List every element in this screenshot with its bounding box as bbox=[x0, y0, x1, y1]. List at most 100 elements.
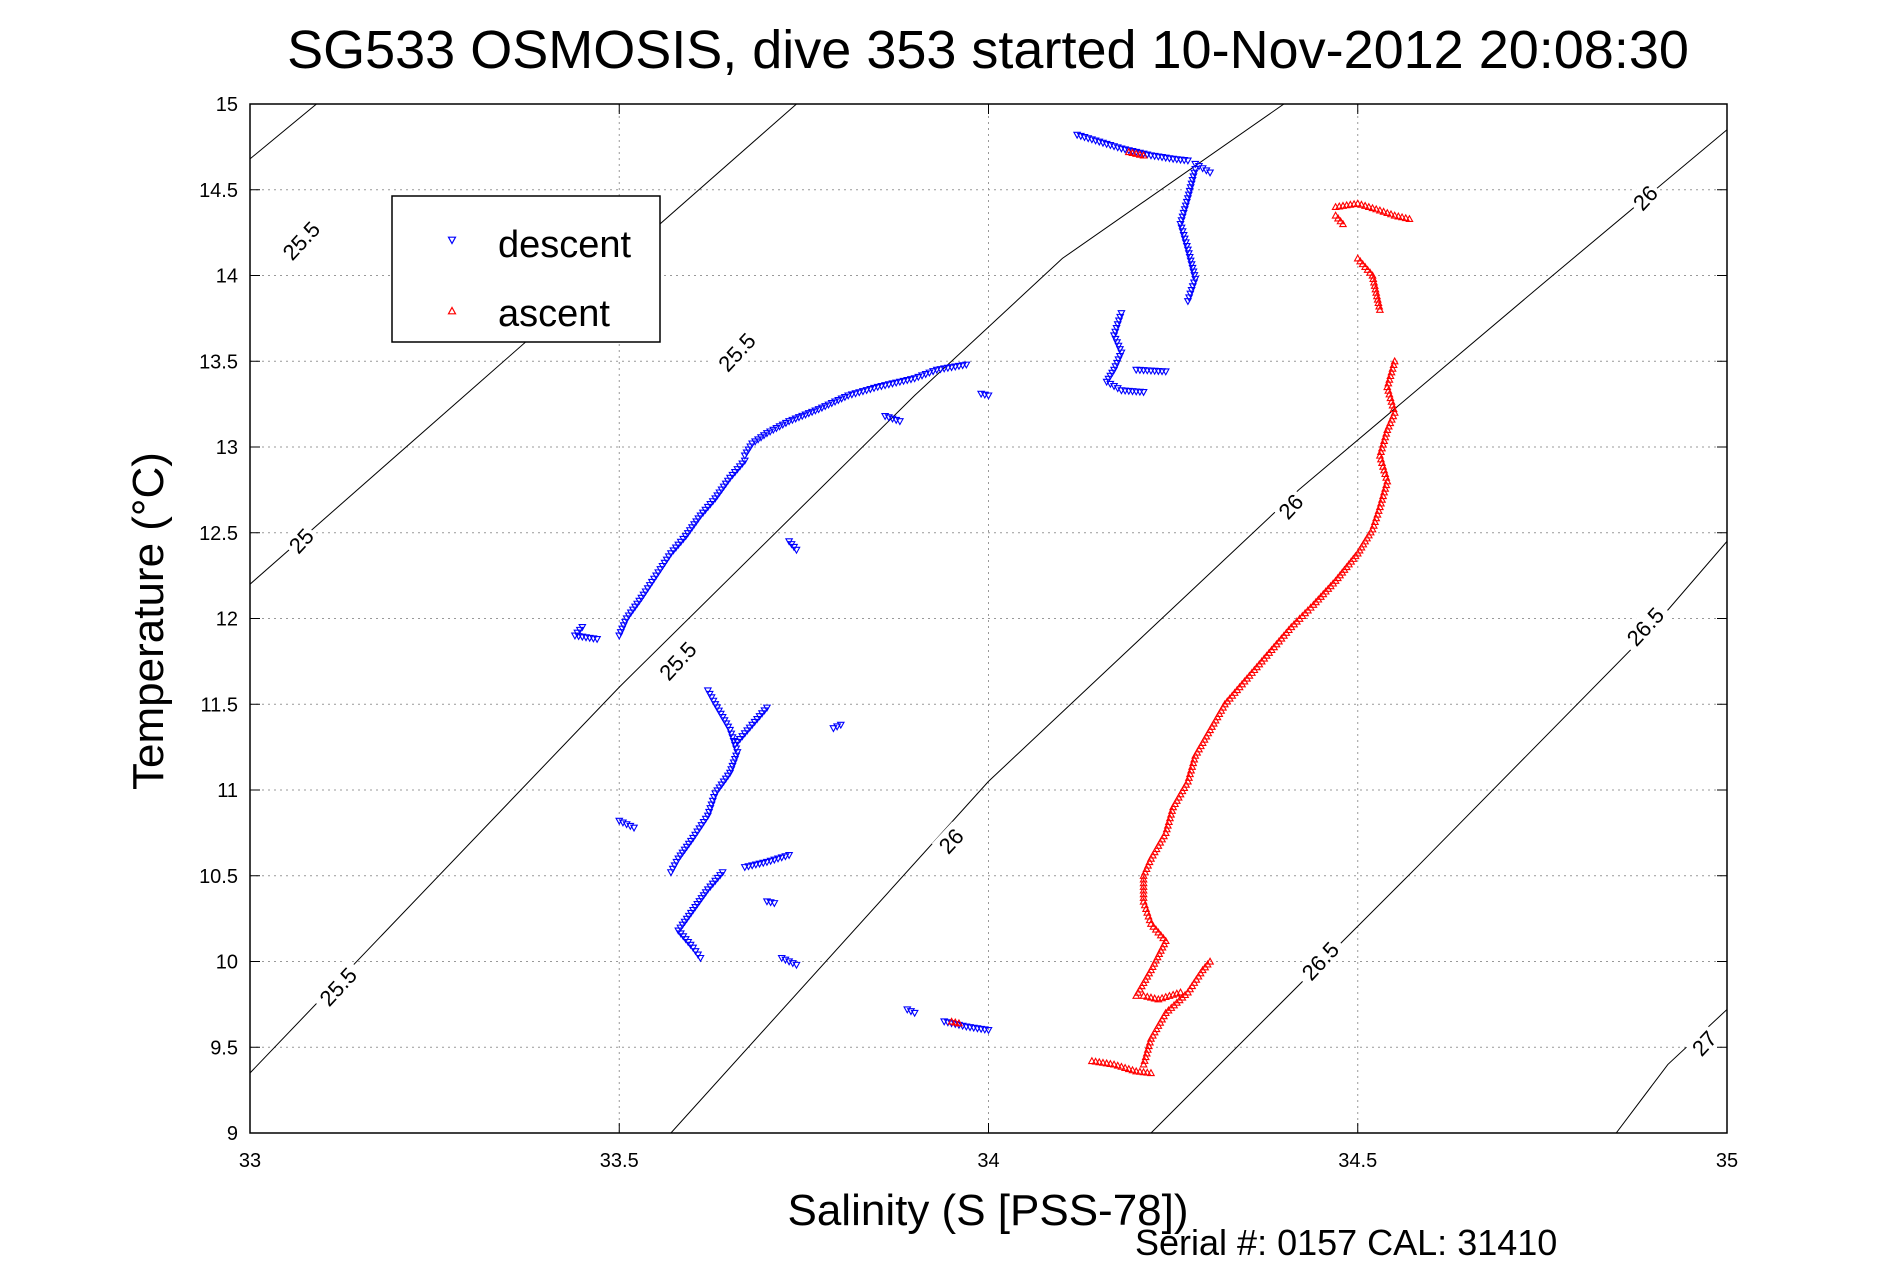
ascent-point bbox=[1386, 393, 1395, 402]
descent-point bbox=[788, 416, 797, 425]
ascent-point bbox=[1128, 148, 1137, 156]
descent-point bbox=[592, 635, 602, 644]
ascent-point bbox=[1135, 1067, 1145, 1075]
y-tick-label: 12.5 bbox=[199, 523, 238, 545]
ascent-point bbox=[1166, 810, 1176, 818]
ascent-point bbox=[1095, 1057, 1104, 1066]
ascent-point bbox=[1385, 375, 1394, 383]
ascent-point bbox=[1379, 207, 1388, 215]
ascent-point bbox=[1135, 150, 1145, 158]
descent-point bbox=[666, 869, 676, 877]
ascent-point bbox=[1139, 878, 1148, 887]
ascent-point bbox=[1369, 521, 1378, 529]
descent-point bbox=[1115, 352, 1125, 361]
descent-point bbox=[1102, 378, 1111, 387]
descent-point bbox=[732, 745, 741, 753]
ascent-point bbox=[1139, 1067, 1148, 1076]
ascent-point bbox=[951, 1018, 960, 1026]
ascent-point bbox=[1383, 208, 1392, 217]
contour-label-bg bbox=[709, 324, 764, 380]
legend-box bbox=[391, 195, 661, 343]
descent-point bbox=[1113, 385, 1122, 393]
descent-point bbox=[725, 726, 735, 735]
ascent-point bbox=[1382, 480, 1391, 489]
y-axis-label: Temperature (°C) bbox=[124, 452, 173, 790]
ascent-point bbox=[1370, 517, 1380, 525]
ascent-point bbox=[1386, 418, 1395, 427]
descent-point bbox=[756, 434, 766, 442]
ascent-point bbox=[1162, 824, 1171, 833]
series-ascent bbox=[947, 147, 1414, 1077]
ascent-point bbox=[1106, 1059, 1115, 1067]
descent-point bbox=[1178, 228, 1187, 236]
ascent-point bbox=[1387, 397, 1396, 405]
ascent-point bbox=[1124, 147, 1133, 156]
ascent-point bbox=[1143, 992, 1152, 1000]
ascent-point bbox=[1386, 371, 1395, 380]
ascent-point bbox=[1146, 919, 1156, 927]
y-tick-label: 13 bbox=[216, 437, 238, 459]
ascent-point bbox=[1186, 766, 1196, 774]
descent-point bbox=[824, 401, 833, 410]
descent-point bbox=[1180, 235, 1189, 244]
x-tick-label: 33 bbox=[239, 1150, 261, 1172]
descent-point bbox=[708, 797, 717, 806]
y-tick-label: 9.5 bbox=[210, 1037, 238, 1059]
descent-point bbox=[1198, 165, 1207, 173]
descent-point bbox=[709, 794, 719, 802]
ascent-point bbox=[1120, 1063, 1130, 1071]
descent-point bbox=[740, 864, 749, 872]
descent-point bbox=[781, 419, 791, 428]
ascent-point bbox=[1141, 904, 1151, 913]
ascent-point bbox=[1390, 211, 1399, 219]
descent-point bbox=[792, 961, 801, 970]
descent-point bbox=[1190, 272, 1199, 280]
ascent-point bbox=[1381, 469, 1390, 478]
descent-point bbox=[1117, 310, 1126, 318]
descent-point bbox=[1183, 246, 1193, 255]
ascent-point bbox=[1167, 806, 1177, 814]
ascent-point bbox=[1183, 777, 1193, 785]
descent-point bbox=[615, 632, 624, 640]
descent-point bbox=[801, 411, 810, 419]
descent-point bbox=[1183, 298, 1193, 306]
descent-point bbox=[696, 954, 705, 963]
ascent-point bbox=[1390, 408, 1399, 416]
y-tick-label: 12 bbox=[216, 609, 238, 631]
descent-point bbox=[811, 407, 820, 415]
descent-point bbox=[1186, 257, 1195, 266]
ascent-point bbox=[1382, 429, 1391, 437]
descent-point bbox=[728, 734, 737, 742]
ascent-point bbox=[1187, 762, 1197, 770]
x-tick-label: 33.5 bbox=[600, 1150, 639, 1172]
contour-label-bg bbox=[931, 821, 970, 860]
x-axis-label: Salinity (S [PSS-78]) bbox=[787, 1186, 1188, 1235]
ascent-point bbox=[1189, 758, 1198, 767]
descent-point bbox=[707, 801, 716, 809]
descent-point bbox=[629, 824, 639, 833]
contour-label-bg bbox=[650, 632, 705, 689]
descent-point bbox=[1161, 368, 1170, 376]
descent-point bbox=[910, 1009, 919, 1018]
ascent-point bbox=[1389, 360, 1398, 369]
descent-point bbox=[1177, 217, 1186, 225]
contour-label-bg bbox=[1617, 598, 1673, 655]
ascent-point bbox=[1139, 889, 1148, 898]
descent-point bbox=[733, 738, 742, 747]
ascent-point bbox=[1102, 1058, 1111, 1067]
descent-point bbox=[817, 404, 827, 413]
ascent-point bbox=[1205, 957, 1215, 965]
descent-point bbox=[1182, 198, 1191, 207]
y-tick-label: 14 bbox=[216, 266, 238, 288]
descent-point bbox=[1186, 184, 1195, 192]
descent-point bbox=[840, 393, 850, 402]
ascent-point bbox=[1144, 1041, 1153, 1050]
ascent-point bbox=[1378, 462, 1388, 470]
descent-point bbox=[1185, 187, 1194, 196]
y-tick-label: 9 bbox=[227, 1123, 238, 1145]
ascent-point bbox=[1132, 149, 1141, 157]
ascent-point bbox=[1388, 364, 1397, 372]
descent-point bbox=[759, 432, 769, 440]
ascent-point bbox=[1401, 213, 1410, 222]
descent-point bbox=[770, 900, 779, 908]
